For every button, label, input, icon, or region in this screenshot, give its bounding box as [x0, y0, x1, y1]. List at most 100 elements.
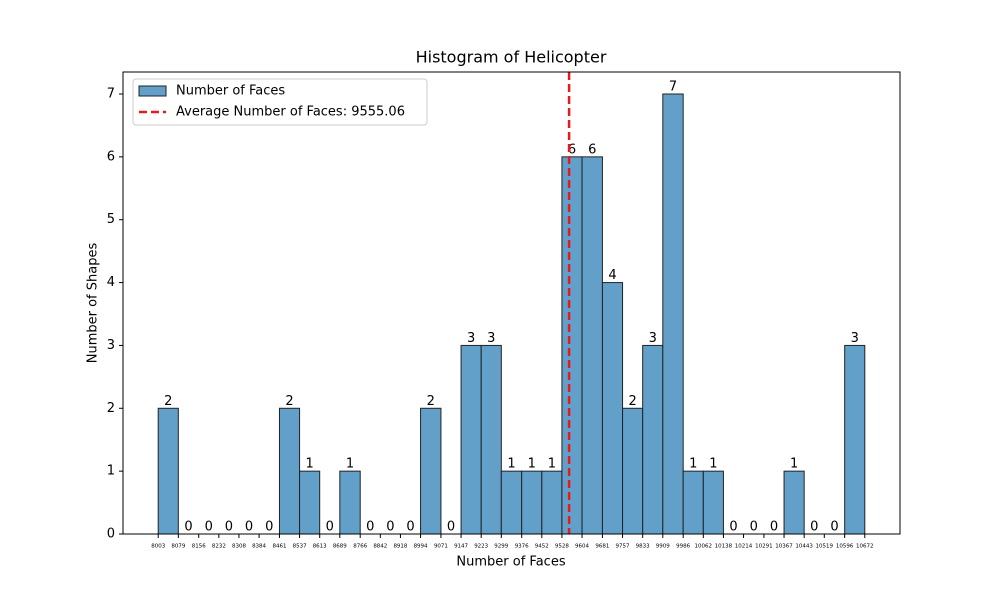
x-tick-label: 10291: [755, 544, 773, 550]
data-label: 3: [649, 331, 657, 346]
x-tick-label: 10367: [775, 544, 793, 550]
bar: [278, 407, 301, 535]
data-label: 1: [548, 457, 556, 472]
y-tick-label: 6: [107, 149, 115, 164]
data-label: 1: [689, 457, 697, 472]
data-label: 0: [184, 520, 192, 535]
data-label: 2: [628, 394, 636, 409]
x-tick-label: 8003: [151, 544, 165, 550]
legend-label: Average Number of Faces: 9555.06: [176, 105, 405, 120]
x-tick-label: 8461: [272, 544, 286, 550]
data-label: 0: [810, 520, 818, 535]
bar: [460, 344, 482, 535]
data-label: 0: [225, 520, 233, 535]
y-tick-label: 2: [107, 401, 115, 416]
x-tick-label: 9681: [595, 544, 609, 550]
x-tick-label: 9223: [474, 544, 488, 550]
data-label: 6: [588, 142, 596, 157]
x-tick-label: 8842: [373, 544, 387, 550]
x-tick-label: 9986: [676, 544, 690, 550]
data-label: 0: [830, 520, 838, 535]
x-tick-label: 8613: [313, 544, 327, 550]
bar: [339, 470, 361, 535]
x-tick-label: 8537: [293, 544, 307, 550]
bar: [299, 470, 321, 535]
data-label: 2: [427, 394, 435, 409]
x-tick-label: 9071: [434, 544, 448, 550]
bar: [642, 344, 664, 535]
legend-label: Number of Faces: [176, 84, 285, 99]
data-label: 0: [245, 520, 253, 535]
y-tick-label: 1: [107, 464, 115, 479]
x-tick-label: 9757: [616, 544, 630, 550]
data-label: 3: [487, 331, 495, 346]
data-label: 0: [447, 520, 455, 535]
x-tick-label: 10672: [856, 544, 874, 550]
x-tick-label: 8918: [393, 544, 407, 550]
y-tick-label: 4: [107, 275, 115, 290]
x-tick-label: 8232: [212, 544, 226, 550]
bar: [682, 470, 704, 535]
data-label: 6: [568, 142, 576, 157]
bar: [662, 93, 684, 535]
data-label: 7: [669, 80, 677, 95]
y-tick-label: 0: [107, 527, 115, 542]
x-tick-label: 10596: [836, 544, 854, 550]
data-label: 2: [164, 394, 172, 409]
x-tick-label: 10519: [816, 544, 834, 550]
x-tick-label: 8689: [333, 544, 347, 550]
data-label: 4: [608, 268, 616, 283]
bar: [622, 407, 644, 535]
bar: [521, 470, 543, 535]
x-tick-label: 8766: [353, 544, 367, 550]
data-label: 0: [406, 520, 414, 535]
data-label: 0: [205, 520, 213, 535]
bar: [783, 470, 805, 535]
bar: [601, 282, 624, 535]
x-tick-label: 9604: [575, 544, 589, 550]
x-tick-label: 10214: [735, 544, 753, 550]
bar: [420, 407, 442, 535]
data-label: 3: [851, 331, 859, 346]
data-label: 1: [790, 457, 798, 472]
y-axis-label: Number of Shapes: [86, 243, 101, 364]
x-tick-label: 8079: [171, 544, 185, 550]
y-tick-label: 3: [107, 338, 115, 353]
x-tick-label: 9909: [656, 544, 670, 550]
data-label: 0: [366, 520, 374, 535]
data-label: 1: [305, 457, 313, 472]
x-tick-label: 9299: [494, 544, 508, 550]
x-tick-label: 9833: [636, 544, 650, 550]
data-label: 3: [467, 331, 475, 346]
bar: [844, 344, 866, 535]
bar: [480, 344, 502, 535]
bar: [561, 156, 583, 535]
x-tick-label: 9147: [454, 544, 468, 550]
x-axis-label: Number of Faces: [456, 555, 565, 570]
data-label: 0: [326, 520, 334, 535]
y-tick-label: 5: [107, 212, 115, 227]
bar: [541, 470, 563, 535]
x-tick-label: 8308: [232, 544, 246, 550]
data-label: 0: [770, 520, 778, 535]
x-tick-label: 10138: [715, 544, 733, 550]
x-tick-label: 10443: [795, 544, 813, 550]
data-label: 0: [265, 520, 273, 535]
x-tick-label: 8994: [414, 544, 428, 550]
data-label: 2: [285, 394, 293, 409]
x-tick-label: 8156: [192, 544, 206, 550]
x-tick-label: 9376: [515, 544, 529, 550]
bar: [702, 470, 724, 535]
bar: [157, 407, 179, 535]
x-tick-label: 9528: [555, 544, 569, 550]
data-label: 1: [709, 457, 717, 472]
x-tick-label: 8384: [252, 544, 266, 550]
bar: [500, 470, 523, 535]
legend-box: [132, 78, 428, 126]
y-tick-label: 7: [107, 87, 115, 102]
data-label: 1: [346, 457, 354, 472]
bar: [581, 156, 603, 535]
data-label: 0: [750, 520, 758, 535]
x-tick-label: 10062: [695, 544, 713, 550]
